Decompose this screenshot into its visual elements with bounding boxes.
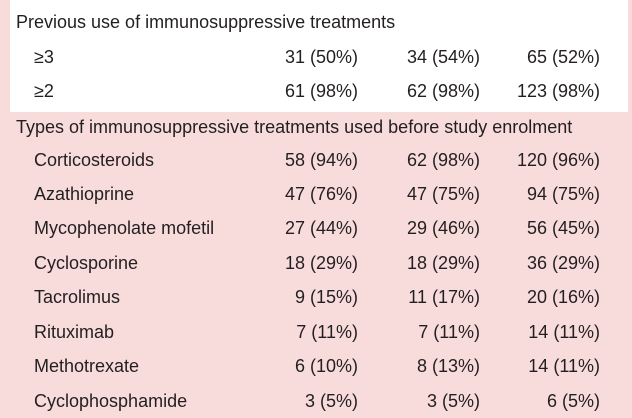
left-band	[0, 0, 10, 112]
cell-col1: 61 (98%)	[284, 81, 358, 101]
previous-use-heading: Previous use of immunosuppressive treatm…	[16, 12, 396, 32]
row-label: Rituximab	[34, 322, 115, 342]
cell-col3: 56 (45%)	[526, 218, 600, 238]
table-row: Methotrexate 6 (10%) 8 (13%) 14 (11%)	[0, 349, 628, 383]
cell-col2: 8 (13%)	[416, 356, 480, 376]
table-row: Tacrolimus 9 (15%) 11 (17%) 20 (16%)	[0, 280, 628, 314]
cell-col1: 3 (5%)	[304, 391, 358, 411]
table-row: ≥2 61 (98%) 62 (98%) 123 (98%)	[0, 74, 628, 108]
cell-col3: 94 (75%)	[526, 184, 600, 204]
cell-col1: 6 (10%)	[294, 356, 358, 376]
cell-col3: 14 (11%)	[528, 356, 600, 376]
cell-col1: 58 (94%)	[284, 150, 358, 170]
table-row: Corticosteroids 58 (94%) 62 (98%) 120 (9…	[0, 143, 628, 177]
cell-col1: 18 (29%)	[284, 253, 358, 273]
cell-col2: 3 (5%)	[426, 391, 480, 411]
previous-use-section: Previous use of immunosuppressive treatm…	[0, 0, 628, 112]
row-label: Mycophenolate mofetil	[34, 218, 215, 238]
cell-col2: 62 (98%)	[406, 150, 480, 170]
cell-col1: 7 (11%)	[296, 322, 358, 342]
row-label: Corticosteroids	[34, 150, 155, 170]
types-section: Types of immunosuppressive treatments us…	[0, 112, 628, 418]
row-label: Azathioprine	[34, 184, 135, 204]
cell-col1: 27 (44%)	[284, 218, 358, 238]
cell-col2: 11 (17%)	[408, 287, 480, 307]
cell-col2: 47 (75%)	[406, 184, 480, 204]
row-label: Methotrexate	[34, 356, 140, 376]
cell-col2: 18 (29%)	[406, 253, 480, 273]
cell-col3: 65 (52%)	[526, 47, 600, 67]
cell-col2: 29 (46%)	[406, 218, 480, 238]
cell-col2: 34 (54%)	[406, 47, 480, 67]
cell-col3: 120 (96%)	[516, 150, 600, 170]
row-label: Cyclophosphamide	[34, 391, 188, 411]
cell-col1: 47 (76%)	[284, 184, 358, 204]
cell-col3: 14 (11%)	[528, 322, 600, 342]
table-row: Cyclosporine 18 (29%) 18 (29%) 36 (29%)	[0, 246, 628, 280]
cell-col2: 7 (11%)	[418, 322, 480, 342]
cell-col1: 31 (50%)	[284, 47, 358, 67]
table-row: Azathioprine 47 (76%) 47 (75%) 94 (75%)	[0, 177, 628, 211]
types-heading: Types of immunosuppressive treatments us…	[16, 117, 573, 137]
row-label: Cyclosporine	[34, 253, 139, 273]
table-row: ≥3 31 (50%) 34 (54%) 65 (52%)	[0, 40, 628, 74]
cell-col2: 62 (98%)	[406, 81, 480, 101]
table-row: Mycophenolate mofetil 27 (44%) 29 (46%) …	[0, 211, 628, 245]
row-label: ≥3	[34, 47, 54, 67]
table-row: Rituximab 7 (11%) 7 (11%) 14 (11%)	[0, 315, 628, 349]
row-label: ≥2	[34, 81, 54, 101]
cell-col3: 123 (98%)	[516, 81, 600, 101]
cell-col3: 20 (16%)	[526, 287, 600, 307]
cell-col1: 9 (15%)	[294, 287, 358, 307]
cell-col3: 6 (5%)	[546, 391, 600, 411]
row-label: Tacrolimus	[34, 287, 121, 307]
cell-col3: 36 (29%)	[526, 253, 600, 273]
right-band	[628, 0, 632, 418]
table-row: Cyclophosphamide 3 (5%) 3 (5%) 6 (5%)	[0, 384, 628, 418]
